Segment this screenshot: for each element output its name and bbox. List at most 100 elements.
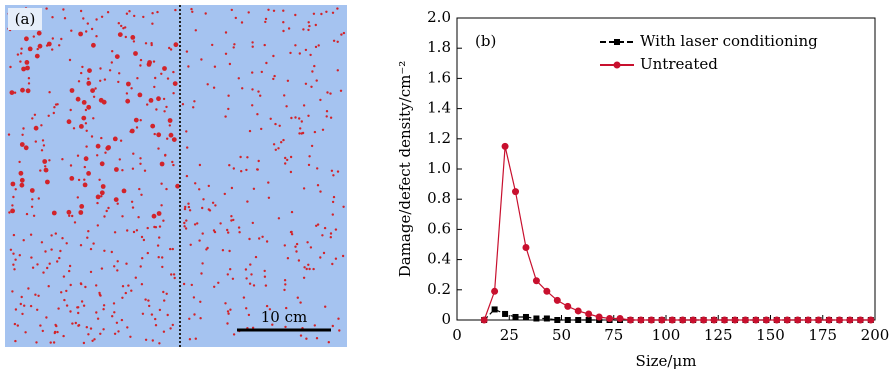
damage-site <box>187 203 189 205</box>
damage-site <box>173 273 175 275</box>
damage-site <box>73 127 75 129</box>
damage-site <box>290 171 292 173</box>
marker <box>575 317 581 323</box>
damage-site <box>284 244 286 246</box>
y-tick-label: 0.6 <box>427 219 451 237</box>
damage-site <box>338 329 340 331</box>
damage-site <box>132 153 134 155</box>
damage-site <box>80 244 82 246</box>
damage-site <box>147 299 149 301</box>
damage-site <box>81 66 83 68</box>
damage-site <box>280 141 282 143</box>
damage-site <box>120 140 122 142</box>
damage-site <box>199 317 201 319</box>
damage-site <box>114 231 116 233</box>
damage-site <box>189 209 191 211</box>
damage-site <box>80 10 82 12</box>
damage-site <box>160 162 165 167</box>
damage-site <box>315 24 317 26</box>
damage-site <box>184 206 186 208</box>
damage-site <box>115 54 120 59</box>
damage-site <box>246 156 248 158</box>
damage-site <box>13 234 15 236</box>
damage-site <box>306 268 308 270</box>
damage-site <box>342 255 344 257</box>
damage-site <box>107 207 109 209</box>
damage-site <box>105 146 110 151</box>
damage-site <box>211 44 213 46</box>
damage-site <box>324 227 326 229</box>
damage-site <box>86 326 88 328</box>
damage-site <box>147 60 152 65</box>
marker <box>773 317 780 324</box>
damage-site <box>310 86 312 88</box>
marker <box>502 143 509 150</box>
damage-site <box>103 215 105 217</box>
scale-bar-label: 10 cm <box>261 308 307 326</box>
damage-site <box>11 290 13 292</box>
damage-site <box>10 209 15 214</box>
damage-site <box>82 17 84 19</box>
damage-site <box>200 272 202 274</box>
damage-site <box>91 28 93 30</box>
damage-site <box>266 305 268 307</box>
damage-site <box>287 257 289 259</box>
damage-site <box>20 52 22 54</box>
damage-site <box>30 234 32 236</box>
y-axis-label: Damage/defect density/cm⁻² <box>396 61 414 278</box>
marker <box>586 317 592 323</box>
damage-site <box>290 231 292 233</box>
damage-site <box>9 66 11 68</box>
damage-site <box>31 206 33 208</box>
damage-site <box>14 340 16 342</box>
damage-site <box>130 87 132 89</box>
damage-site <box>126 13 128 15</box>
damage-site <box>174 277 176 279</box>
legend-label: With laser conditioning <box>640 32 818 50</box>
damage-site <box>111 50 113 52</box>
damage-site <box>302 28 304 30</box>
damage-site <box>299 52 301 54</box>
damage-site <box>126 92 128 94</box>
damage-site <box>308 268 310 270</box>
damage-site <box>94 87 96 89</box>
damage-site <box>136 126 138 128</box>
damage-site <box>23 239 25 241</box>
damage-site <box>282 139 284 141</box>
damage-site <box>214 231 216 233</box>
damage-site <box>48 159 50 161</box>
damage-site <box>61 237 63 239</box>
damage-site <box>186 146 188 148</box>
damage-site <box>328 341 330 343</box>
damage-site <box>87 22 89 24</box>
figure: (a) 10 cm (b) Size/μm Damage/defect dens… <box>0 0 892 374</box>
marker <box>565 317 571 323</box>
damage-site <box>205 12 207 14</box>
damage-site <box>37 31 42 36</box>
marker <box>512 188 519 195</box>
damage-site <box>83 183 88 188</box>
damage-site <box>255 256 257 258</box>
damage-site <box>202 232 204 234</box>
damage-site <box>64 17 66 19</box>
damage-site <box>317 184 319 186</box>
damage-site <box>284 326 286 328</box>
damage-site <box>136 77 138 79</box>
damage-site <box>70 164 72 166</box>
damage-site <box>301 120 303 122</box>
damage-site <box>233 167 235 169</box>
damage-site <box>299 127 301 129</box>
damage-site <box>140 119 142 121</box>
damage-site <box>36 263 38 265</box>
damage-site <box>332 213 334 215</box>
damage-site <box>140 194 142 196</box>
damage-site <box>121 215 123 217</box>
damage-site <box>34 294 36 296</box>
damage-site <box>155 324 157 326</box>
damage-site <box>238 77 240 79</box>
damage-site <box>70 284 72 286</box>
damage-site <box>261 236 263 238</box>
damage-site <box>84 166 86 168</box>
damage-site <box>268 197 270 199</box>
damage-site <box>153 86 155 88</box>
